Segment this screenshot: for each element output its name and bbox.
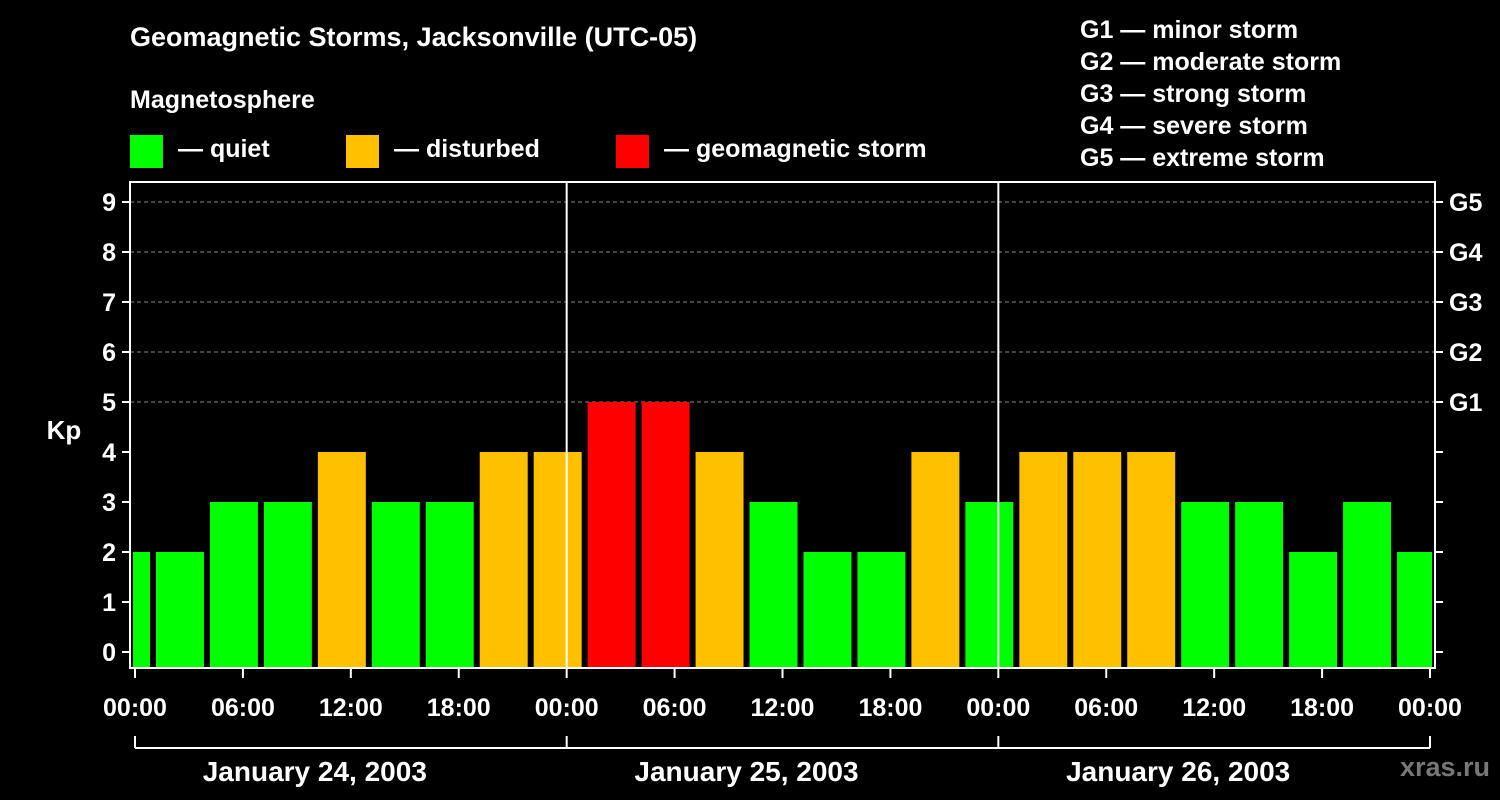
kp-bar-15: [857, 552, 906, 668]
x-tick-label-0: 00:00: [103, 694, 167, 722]
x-tick-label-4: 00:00: [535, 694, 599, 722]
kp-bar-14: [803, 552, 852, 668]
y-tick-label-8: 8: [102, 239, 116, 267]
kp-bar-5: [317, 452, 366, 668]
chart-subtitle: Magnetosphere: [130, 86, 315, 114]
y-tick-label-1: 1: [102, 589, 116, 617]
legend-swatch-storm: [616, 135, 649, 168]
watermark: xras.ru: [1399, 752, 1490, 782]
kp-bar-25: [1397, 552, 1432, 668]
x-tick-label-9: 06:00: [1074, 694, 1138, 722]
kp-bar-18: [1019, 452, 1068, 668]
kp-bar-22: [1235, 502, 1284, 668]
right-label-g3: G3: [1449, 289, 1482, 317]
x-tick-label-5: 06:00: [643, 694, 707, 722]
x-tick-label-11: 18:00: [1290, 694, 1354, 722]
kp-bar-17: [965, 502, 1014, 668]
y-tick-label-4: 4: [102, 439, 116, 467]
kp-bar-12: [695, 452, 744, 668]
y-tick-label-7: 7: [102, 289, 116, 317]
legend-swatch-quiet: [130, 135, 163, 168]
kp-bar-13: [749, 502, 798, 668]
storm-scale-legend: G1 — minor storm G2 — moderate storm G3 …: [1080, 14, 1341, 174]
kp-bar-4: [263, 502, 312, 668]
legend-label-storm: — geomagnetic storm: [664, 135, 927, 163]
x-tick-label-3: 18:00: [427, 694, 491, 722]
y-tick-label-5: 5: [102, 389, 116, 417]
x-tick-label-10: 12:00: [1182, 694, 1246, 722]
chart-title: Geomagnetic Storms, Jacksonville (UTC-05…: [130, 22, 698, 52]
y-tick-label-9: 9: [102, 189, 116, 217]
storm-scale-g2: G2 — moderate storm: [1080, 48, 1342, 76]
kp-bar-11: [641, 402, 690, 668]
storm-scale-g4: G4 — severe storm: [1080, 112, 1308, 140]
x-tick-label-8: 00:00: [966, 694, 1030, 722]
day-label-1: January 24, 2003: [203, 756, 427, 787]
legend-label-disturbed: — disturbed: [394, 135, 540, 163]
kp-bar-10: [587, 402, 636, 668]
kp-bar-16: [911, 452, 960, 668]
kp-bar-6: [371, 502, 420, 668]
right-label-g4: G4: [1449, 239, 1482, 267]
x-tick-label-7: 18:00: [858, 694, 922, 722]
day-label-2: January 25, 2003: [634, 756, 858, 787]
kp-bar-21: [1181, 502, 1230, 668]
kp-bar-1: [133, 552, 150, 668]
y-tick-label-0: 0: [102, 639, 116, 667]
kp-bar-9: [533, 452, 582, 668]
storm-scale-g1: G1 — minor storm: [1080, 16, 1299, 44]
y-axis-label: Kp: [47, 415, 82, 445]
kp-bar-8: [479, 452, 528, 668]
right-label-g2: G2: [1449, 339, 1482, 367]
kp-bar-2: [155, 552, 204, 668]
storm-scale-g3: G3 — strong storm: [1080, 80, 1307, 108]
kp-bar-24: [1343, 502, 1392, 668]
day-label-3: January 26, 2003: [1066, 756, 1290, 787]
kp-bar-3: [209, 502, 258, 668]
x-tick-label-12: 00:00: [1398, 694, 1462, 722]
kp-bar-7: [425, 502, 474, 668]
x-tick-label-1: 06:00: [211, 694, 275, 722]
y-tick-label-3: 3: [102, 489, 116, 517]
right-label-g1: G1: [1449, 389, 1482, 417]
kp-bar-19: [1073, 452, 1122, 668]
y-tick-label-2: 2: [102, 539, 116, 567]
legend-swatch-disturbed: [346, 135, 379, 168]
y-tick-label-6: 6: [102, 339, 116, 367]
right-label-g5: G5: [1449, 189, 1482, 217]
x-tick-label-6: 12:00: [751, 694, 815, 722]
kp-bar-20: [1127, 452, 1176, 668]
kp-bar-23: [1289, 552, 1338, 668]
legend: — quiet — disturbed — geomagnetic storm: [130, 134, 950, 168]
legend-label-quiet: — quiet: [178, 135, 270, 163]
x-tick-label-2: 12:00: [319, 694, 383, 722]
storm-scale-g5: G5 — extreme storm: [1080, 144, 1325, 172]
